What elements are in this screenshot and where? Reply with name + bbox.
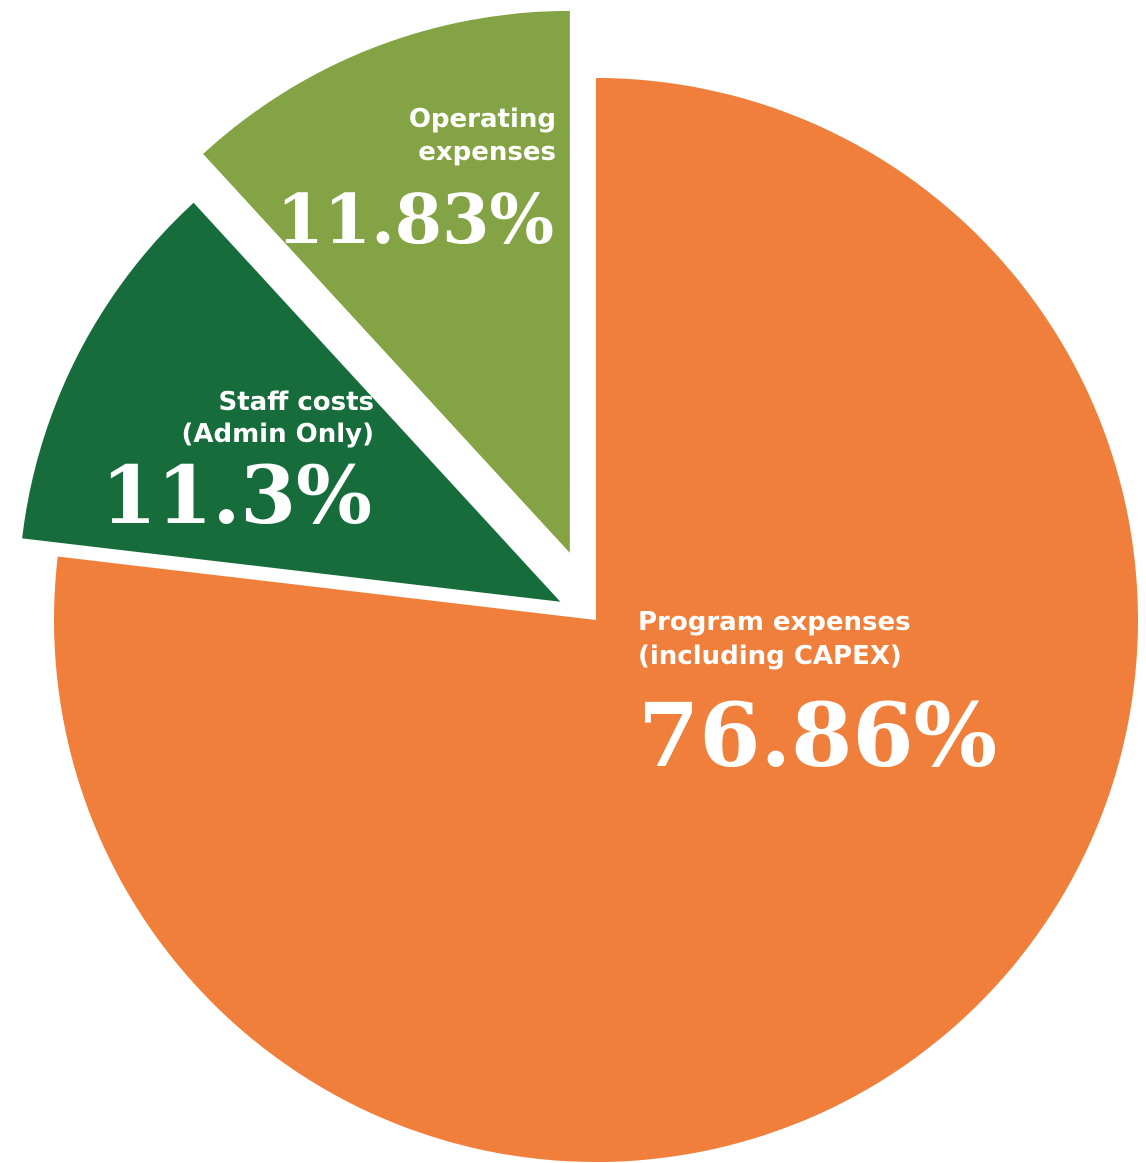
operating-expenses-slice bbox=[203, 10, 570, 553]
staff-costs-slice bbox=[22, 202, 561, 602]
program-expenses-label-line-2: (including CAPEX) bbox=[638, 641, 902, 671]
program-expenses-label-line-1: Program expenses bbox=[638, 607, 911, 637]
staff-costs-value-label: 11.3% bbox=[101, 448, 372, 542]
operating-expenses-label-line-2: expenses bbox=[418, 137, 556, 167]
staff-costs-label-line-1: Staff costs bbox=[219, 387, 374, 417]
operating-expenses-value-label: 11.83% bbox=[276, 180, 554, 260]
program-expenses-slice bbox=[53, 78, 1138, 1163]
pie-slices bbox=[22, 10, 1138, 1163]
program-expenses-value-label: 76.86% bbox=[638, 683, 997, 787]
staff-costs-label-line-2: (Admin Only) bbox=[181, 419, 374, 449]
operating-expenses-label-line-1: Operating bbox=[409, 104, 556, 134]
